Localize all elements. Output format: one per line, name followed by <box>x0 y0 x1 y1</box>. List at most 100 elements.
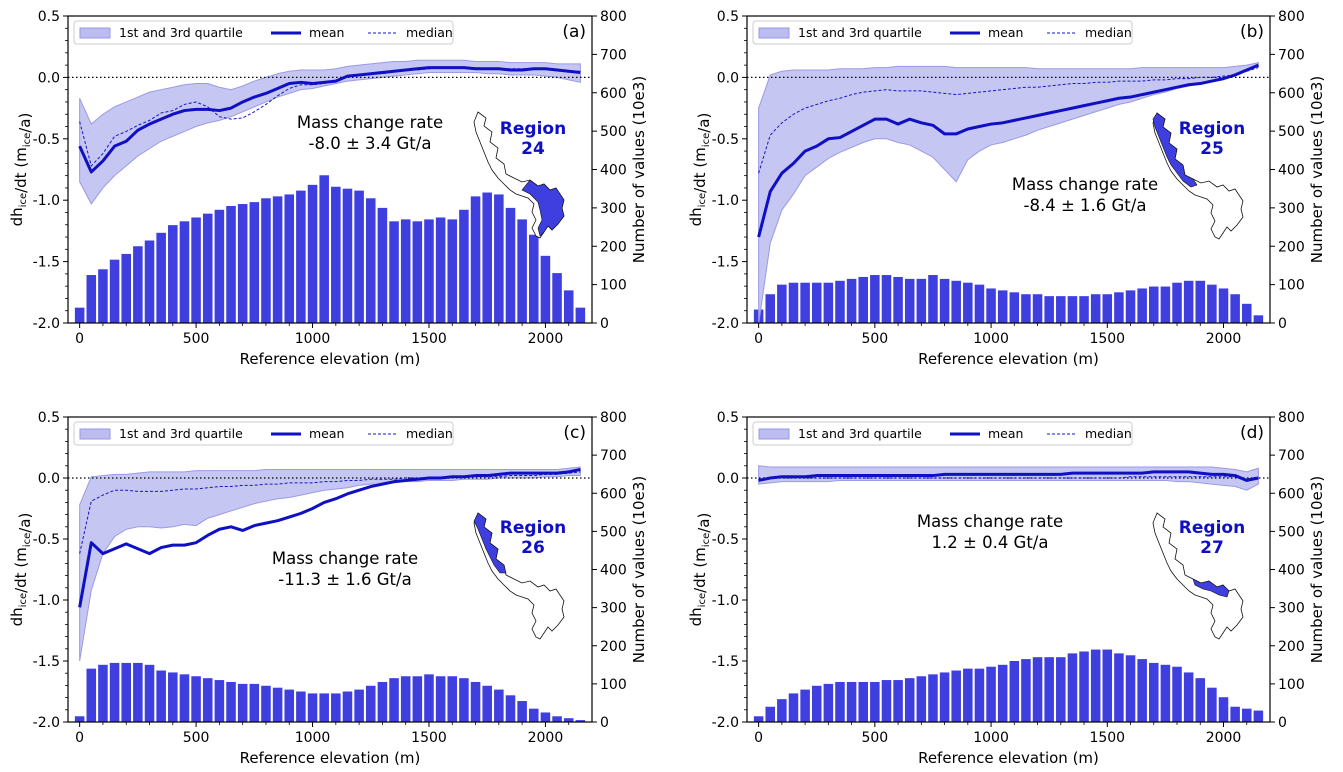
count-bar <box>331 693 341 722</box>
count-bar <box>1067 653 1078 723</box>
legend: 1st and 3rd quartile mean median <box>752 20 1133 45</box>
y-right-tick-label: 100 <box>1278 677 1305 693</box>
count-bar <box>214 680 225 722</box>
count-bar <box>214 209 225 323</box>
median-line <box>79 471 581 554</box>
count-bar <box>109 662 120 722</box>
y-left-tick-label: -1.5 <box>33 654 60 670</box>
count-bar <box>893 680 903 722</box>
count-bar <box>1090 649 1101 722</box>
count-bar <box>951 280 961 323</box>
legend-quartile-swatch <box>758 27 790 39</box>
count-bar <box>753 716 764 722</box>
y-left-tick-label: 0.5 <box>38 410 60 426</box>
count-bar <box>963 668 973 723</box>
count-bar <box>1114 653 1124 723</box>
y-left-tick-label: 0.5 <box>717 410 739 426</box>
count-bar <box>505 207 516 324</box>
y-left-tick-label: -1.0 <box>712 593 739 609</box>
count-bar <box>1056 657 1066 722</box>
count-bar <box>1241 708 1252 722</box>
count-bar <box>226 205 236 323</box>
y-right-tick-label: 300 <box>1278 601 1305 617</box>
count-bar <box>505 695 516 722</box>
count-bar <box>846 278 857 323</box>
count-bar <box>858 681 868 722</box>
count-bar <box>1102 294 1113 323</box>
count-bar <box>319 693 329 722</box>
y-left-tick-label: -1.5 <box>712 654 739 670</box>
count-bar <box>1253 315 1264 323</box>
count-bar <box>916 676 927 722</box>
x-tick-label: 500 <box>183 730 210 746</box>
count-bar <box>284 194 295 323</box>
count-bar <box>249 683 260 723</box>
x-tick-label: 1500 <box>411 331 447 347</box>
y-right-tick-label: 400 <box>1278 163 1305 179</box>
count-bar <box>494 194 504 323</box>
count-bar <box>997 664 1008 722</box>
count-bar <box>319 175 329 323</box>
y-left-tick-label: 0.0 <box>38 471 60 487</box>
count-bar <box>563 718 574 722</box>
count-bar <box>342 691 353 722</box>
count-bar <box>342 188 353 323</box>
x-tick-label: 1000 <box>973 331 1009 347</box>
x-tick-label: 500 <box>861 730 888 746</box>
y-right-tick-label: 100 <box>600 278 627 294</box>
count-bar <box>389 221 399 323</box>
count-bar <box>881 275 892 323</box>
region-label: Region <box>500 119 566 139</box>
mass-change-title: Mass change rate <box>272 549 418 568</box>
y-right-tick-label: 700 <box>1278 448 1305 464</box>
count-bar <box>939 672 950 722</box>
panel-1: 0 500 1000 1500 2000 -2.0 -1.5 -1.0 -0.5 0.0 0.5 0 1… <box>687 9 1326 368</box>
x-tick-label: 1000 <box>295 331 331 347</box>
map-region-highlight <box>521 179 565 237</box>
count-bar <box>435 676 446 722</box>
count-bar <box>1056 296 1066 323</box>
count-bar <box>365 198 376 323</box>
region-label: Region <box>1179 119 1245 139</box>
count-bar <box>307 693 318 722</box>
count-bar <box>1114 292 1124 323</box>
count-bar <box>1230 294 1240 323</box>
y-right-tick-label: 0 <box>600 316 609 332</box>
count-bar <box>156 670 166 722</box>
count-bar <box>424 674 434 722</box>
y-left-tick-label: -1.0 <box>712 193 739 209</box>
x-tick-label: 500 <box>183 331 210 347</box>
count-bar <box>1183 280 1194 323</box>
count-bar <box>1044 296 1054 323</box>
count-bar <box>98 664 108 722</box>
count-bar <box>1090 294 1101 323</box>
count-bar <box>412 676 423 722</box>
count-bar <box>1172 666 1182 722</box>
x-tick-label: 0 <box>754 331 763 347</box>
y-right-tick-label: 100 <box>1278 278 1305 294</box>
y-right-axis-label: Number of values (10e3) <box>1308 76 1326 263</box>
count-bar <box>1079 651 1089 722</box>
y-left-axis-label: dhice/dt (mice/a) <box>8 513 34 627</box>
count-bar <box>354 689 364 722</box>
y-right-axis-label: Number of values (10e3) <box>630 476 648 663</box>
count-bar <box>459 678 469 722</box>
count-bar <box>552 716 562 722</box>
x-tick-label: 0 <box>75 730 84 746</box>
region-number: 24 <box>521 139 545 159</box>
count-bar <box>1067 296 1078 323</box>
count-bar <box>168 672 178 722</box>
count-bar <box>400 676 411 722</box>
map-region-highlight <box>1192 578 1230 598</box>
count-bar <box>354 190 364 323</box>
y-left-tick-label: 0.0 <box>717 471 739 487</box>
count-bar <box>191 217 201 323</box>
legend-mean-label: mean <box>988 426 1023 441</box>
count-bar <box>517 701 527 722</box>
count-bar <box>424 219 434 323</box>
mass-change-value: -8.0 ± 3.4 Gt/a <box>309 134 432 153</box>
count-bar <box>1137 288 1147 323</box>
legend-quartile-swatch <box>79 27 111 39</box>
median-line <box>758 476 1259 480</box>
count-bar <box>788 282 799 323</box>
